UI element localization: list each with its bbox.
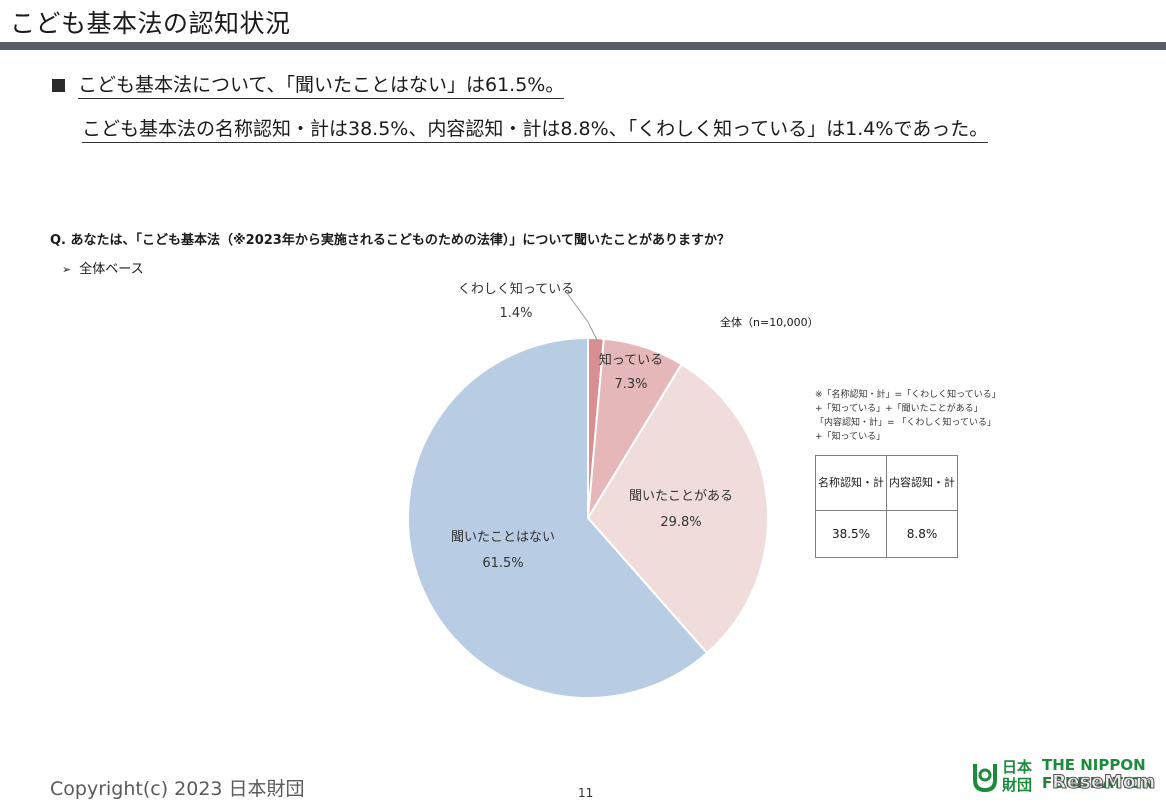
title-divider <box>0 42 1166 50</box>
copyright: Copyright(c) 2023 日本財団 <box>50 778 305 800</box>
page-number: 11 <box>578 786 594 800</box>
bullet-icon <box>52 79 65 92</box>
note-line: 「内容認知・計」= 「くわしく知っている」 <box>815 418 996 428</box>
slice-value-kiita-koto-wa-nai: 61.5% <box>482 556 523 571</box>
table-value-name-awareness: 38.5% <box>815 510 887 558</box>
table-header-name-awareness: 名称認知・計 <box>815 455 887 511</box>
base-label-text: 全体ベース <box>79 262 144 277</box>
leader-line-kuwashiku-shitteiru <box>566 292 599 343</box>
note-line: ※「名称認知・計」=「くわしく知っている」 <box>815 390 1001 400</box>
slice-value-kiita-koto-ga-aru: 29.8% <box>660 515 701 530</box>
sample-size-label: 全体（n=10,000） <box>720 316 819 329</box>
note-line: +「知っている」 <box>815 432 886 442</box>
arrow-icon: ➢ <box>62 263 72 276</box>
logo-japanese-text: 日本財団 <box>1002 758 1033 794</box>
summary-line-1: こども基本法について、「聞いたことはない」は61.5%。 <box>78 70 565 99</box>
page-title: こども基本法の認知状況 <box>10 9 291 38</box>
table-value-content-awareness: 8.8% <box>886 510 958 558</box>
slice-value-kuwashiku-shitteiru: 1.4% <box>499 306 532 321</box>
pie-slice-kiita-koto-ga-aru <box>586 362 769 655</box>
logo-english-line-1: THE NIPPON <box>1042 756 1146 774</box>
base-label: ➢ 全体ベース <box>62 258 144 277</box>
survey-question: Q. あなたは、「こども基本法（※2023年から実施されるこどものための法律）」… <box>50 233 730 248</box>
table-header-content-awareness: 内容認知・計 <box>886 455 958 511</box>
slice-value-shitteiru: 7.3% <box>614 377 647 392</box>
logo-english-text: THE NIPPON FOUNDATION <box>1042 756 1154 792</box>
nippon-foundation-logo: 日本財団 THE NIPPON FOUNDATION <box>970 756 1160 798</box>
note-line: +「知っている」+「聞いたことがある」 <box>815 404 983 414</box>
awareness-summary-table: 名称認知・計 内容認知・計 38.5% 8.8% <box>815 455 958 558</box>
slice-label-kuwashiku-shitteiru: くわしく知っている <box>458 281 574 297</box>
slice-label-kiita-koto-wa-nai: 聞いたことはない <box>451 530 555 545</box>
pie-slice-kiita-koto-wa-nai <box>407 336 709 699</box>
watermark: ReseMom <box>1051 771 1156 794</box>
definition-note: ※「名称認知・計」=「くわしく知っている」 +「知っている」+「聞いたことがある… <box>815 388 1001 444</box>
foundation-mark-icon <box>973 764 997 792</box>
summary-line-2: こども基本法の名称認知・計は38.5%、内容認知・計は8.8%、「くわしく知って… <box>82 114 989 143</box>
slice-label-kiita-koto-ga-aru: 聞いたことがある <box>629 489 733 504</box>
logo-english-line-2: FOUNDATION <box>1042 774 1154 792</box>
slice-label-shitteiru: 知っている <box>599 352 663 368</box>
